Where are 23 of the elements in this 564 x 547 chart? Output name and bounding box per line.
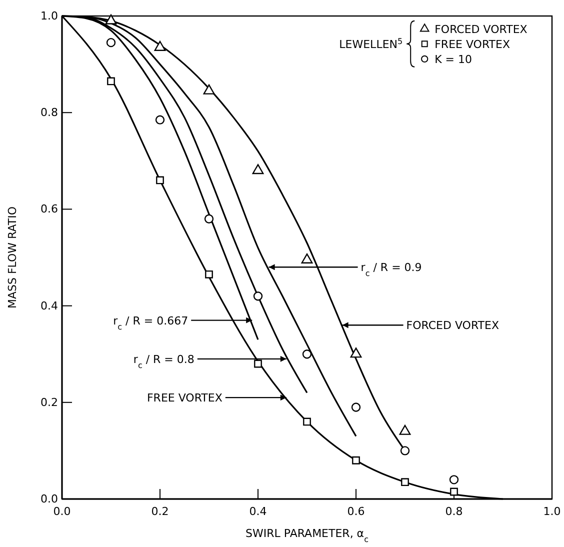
- y-axis-title: MASS FLOW RATIO: [6, 206, 19, 309]
- annotation: r$_{c}$ / R = 0.8: [133, 352, 194, 370]
- x-tick-label: 0.2: [151, 504, 169, 518]
- annotation: r$_{c}$ / R = 0.667: [113, 314, 188, 331]
- x-tick-label: 1.0: [543, 504, 561, 518]
- legend-label: FREE VORTEX: [434, 38, 510, 51]
- x-tick-label: 0.4: [249, 504, 267, 518]
- legend-label: FORCED VORTEX: [434, 22, 528, 36]
- x-tick-label: 0.6: [347, 504, 365, 518]
- y-tick-label: 0.6: [40, 202, 58, 216]
- annotation: FREE VORTEX: [146, 392, 223, 405]
- annotation: FORCED VORTEX: [406, 319, 500, 332]
- y-tick-label: 0.4: [40, 299, 58, 312]
- y-tick-label: 0.0: [40, 492, 58, 506]
- annotation: r$_{c}$ / R = 0.9: [360, 261, 422, 278]
- y-tick-label: 0.2: [40, 396, 58, 409]
- y-tick-label: 0.8: [40, 106, 58, 120]
- legend-title: LEWELLEN$^{5}$: [339, 36, 403, 51]
- x-axis-title: SWIRL PARAMETER, α$_{c}$: [246, 527, 368, 544]
- legend-label: K = 10: [434, 52, 472, 66]
- x-tick-label: 0.8: [445, 504, 463, 518]
- x-tick-label: 0.0: [53, 504, 71, 518]
- y-tick-label: 1.0: [40, 10, 58, 23]
